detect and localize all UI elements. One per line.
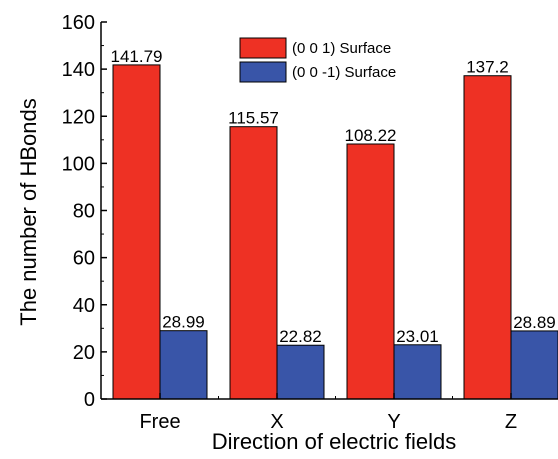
data-labels-layer: 141.79 28.99 115.57 22.82 108.22 23.01 137.2 28… [111, 47, 556, 346]
bar-y-series-1 [346, 143, 395, 400]
bar-x-series-2 [276, 344, 325, 400]
legend-label-series-1: (0 0 1) Surface [292, 40, 391, 57]
data-label-z-series-1: 137.2 [466, 58, 509, 77]
x-axis-title: Direction of electric fields [212, 429, 457, 454]
y-tick-label: 60 [73, 248, 95, 270]
legend: (0 0 1) Surface (0 0 -1) Surface [239, 37, 396, 83]
y-tick-label: 120 [62, 106, 95, 128]
y-tick-label: 20 [73, 342, 95, 364]
x-tick-label-z: Z [505, 411, 517, 433]
y-axis-title: The number of HBonds [16, 98, 41, 325]
bars-layer [112, 64, 558, 400]
x-tick-label-x: X [270, 411, 283, 433]
y-tick-label: 100 [62, 153, 95, 175]
legend-swatch-series-2 [239, 61, 287, 83]
data-label-y-series-1: 108.22 [345, 126, 397, 145]
bar-free-series-2 [159, 330, 208, 400]
legend-label-series-2: (0 0 -1) Surface [292, 64, 396, 81]
bar-x-series-1 [229, 126, 278, 400]
data-label-z-series-2: 28.89 [513, 313, 556, 332]
y-tick-label: 40 [73, 295, 95, 317]
y-tick-label: 140 [62, 59, 95, 81]
bar-y-series-2 [393, 344, 442, 400]
legend-swatch-series-1 [239, 37, 287, 59]
bar-z-series-2 [510, 330, 558, 400]
bar-free-series-1 [112, 64, 161, 400]
x-tick-label-y: Y [387, 411, 400, 433]
bar-z-series-1 [463, 75, 512, 400]
y-tick-label: 80 [73, 201, 95, 223]
data-label-x-series-1: 115.57 [228, 109, 279, 128]
data-label-free-series-1: 141.79 [111, 47, 163, 66]
data-label-x-series-2: 22.82 [279, 327, 322, 346]
axes-layer: 0 20 40 60 80 100 120 140 160 Free X Y Z [62, 12, 558, 433]
x-tick-label-free: Free [139, 411, 180, 433]
y-tick-label: 0 [84, 389, 95, 411]
data-label-free-series-2: 28.99 [162, 313, 205, 332]
y-tick-label: 160 [62, 12, 95, 34]
data-label-y-series-2: 23.01 [396, 327, 439, 346]
